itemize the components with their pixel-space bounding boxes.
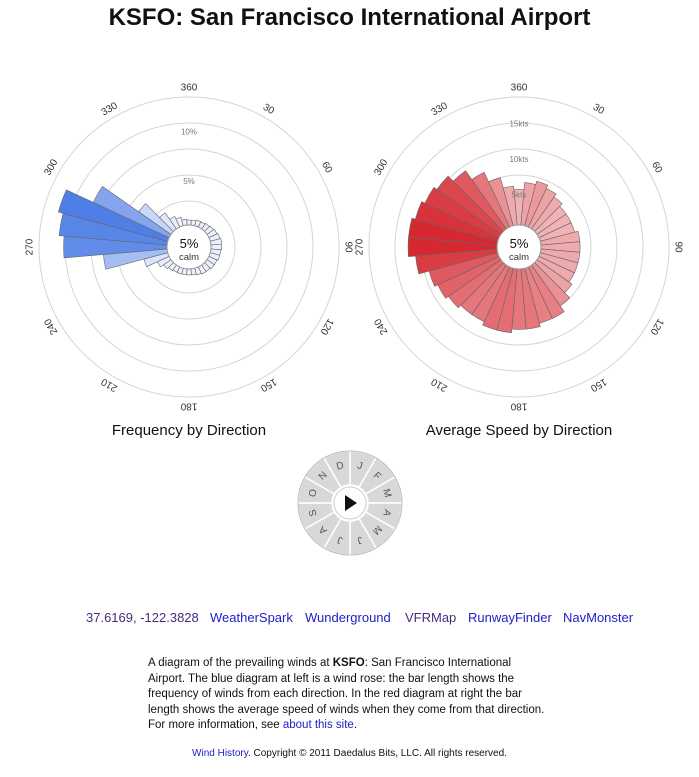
month-label-9: S <box>307 508 319 518</box>
frequency-wind-rose: 5%calm5%10%36030609012015018021024027030… <box>25 83 354 412</box>
direction-label-270: 270 <box>355 238 366 255</box>
month-label-7: J <box>336 534 344 546</box>
ring-label-1: 5% <box>183 177 195 186</box>
grid-ring-4 <box>394 122 644 372</box>
calm-percent: 5% <box>510 236 529 251</box>
direction-label-60: 60 <box>319 160 334 176</box>
ring-label-1: 5kts <box>512 190 527 199</box>
direction-label-270: 270 <box>25 238 36 255</box>
speed-wind-rose: 5%calm5kts10kts15kts36030609012015018021… <box>355 83 684 412</box>
wind-history-link[interactable]: Wind History <box>192 748 248 759</box>
ring-label-2: 10% <box>181 128 197 137</box>
description-end: . <box>353 719 358 731</box>
coordinates-link[interactable]: 37.6169, -122.3828 <box>86 610 199 625</box>
description-intro: A diagram of the prevailing winds at <box>148 657 333 669</box>
vfrmap-link[interactable]: VFRMap <box>405 610 457 625</box>
bars <box>407 170 581 333</box>
direction-label-90: 90 <box>672 241 683 253</box>
month-label-4: A <box>380 508 392 518</box>
wunderground-link[interactable]: Wunderground <box>305 610 391 625</box>
direction-label-180: 180 <box>180 400 197 411</box>
direction-label-180: 180 <box>510 400 527 411</box>
calm-percent: 5% <box>180 236 199 251</box>
direction-label-30: 30 <box>591 102 607 117</box>
direction-label-30: 30 <box>261 102 277 117</box>
ring-label-3: 15kts <box>509 119 528 128</box>
calm-circle <box>166 224 212 270</box>
bar-dir-0 <box>186 219 192 226</box>
month-label-12: D <box>335 460 345 472</box>
month-label-3: M <box>380 488 393 499</box>
play-icon <box>345 495 357 511</box>
calm-label: calm <box>509 252 529 263</box>
direction-label-360: 360 <box>181 83 198 94</box>
direction-label-360: 360 <box>511 83 528 94</box>
description-body: : San Francisco International Airport. T… <box>148 657 545 731</box>
weatherspark-link[interactable]: WeatherSpark <box>210 610 293 625</box>
description-airport-code: KSFO <box>332 657 365 669</box>
month-label-6: J <box>356 534 364 546</box>
month-label-10: O <box>307 488 320 499</box>
month-label-1: J <box>356 460 364 472</box>
footer: Wind History. Copyright © 2011 Daedalus … <box>0 748 699 759</box>
page-title: KSFO: San Francisco International Airpor… <box>108 4 591 31</box>
dial-outline <box>297 450 403 556</box>
calm-label: calm <box>179 252 199 263</box>
direction-label-90: 90 <box>342 241 353 253</box>
footer-copyright: . Copyright © 2011 Daedalus Bits, LLC. A… <box>247 748 507 759</box>
frequency-chart-title: Frequency by Direction <box>111 422 267 439</box>
navmonster-link[interactable]: NavMonster <box>563 610 634 625</box>
calm-circle <box>496 224 542 270</box>
description-paragraph: A diagram of the prevailing winds at KSF… <box>148 656 548 734</box>
grid-ring-5 <box>38 96 340 398</box>
ring-label-2: 10kts <box>509 155 528 164</box>
runwayfinder-link[interactable]: RunwayFinder <box>468 610 552 625</box>
direction-label-60: 60 <box>649 160 664 176</box>
about-this-site-link[interactable]: about this site <box>282 719 354 731</box>
speed-chart-title: Average Speed by Direction <box>425 422 613 439</box>
grid-ring-5 <box>368 96 670 398</box>
bars <box>58 185 223 276</box>
